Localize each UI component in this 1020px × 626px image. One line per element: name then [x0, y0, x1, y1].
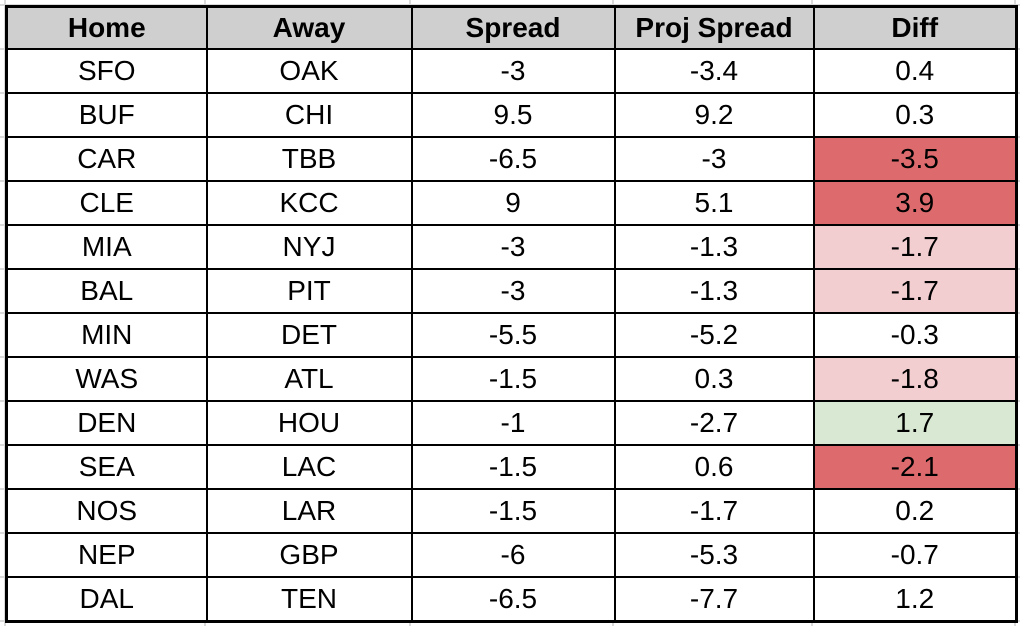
spread-cell[interactable]: -3 [410, 48, 616, 94]
away-cell[interactable]: KCC [205, 180, 413, 226]
proj-spread-cell[interactable]: -1.3 [613, 268, 815, 314]
diff-cell[interactable]: -2.1 [812, 444, 1018, 490]
col-header-proj-spread[interactable]: Proj Spread [613, 5, 815, 50]
away-cell[interactable]: ATL [205, 356, 413, 402]
spread-cell[interactable]: -3 [410, 224, 616, 270]
home-cell[interactable]: CAR [5, 136, 208, 182]
table-row: SEA LAC -1.5 0.6 -2.1 [5, 444, 1018, 490]
proj-spread-cell[interactable]: -7.7 [613, 576, 815, 623]
away-cell[interactable]: LAC [205, 444, 413, 490]
header-row: Home Away Spread Proj Spread Diff [5, 5, 1018, 50]
diff-cell[interactable]: -1.7 [812, 268, 1018, 314]
table-row: CAR TBB -6.5 -3 -3.5 [5, 136, 1018, 182]
table-row: DEN HOU -1 -2.7 1.7 [5, 400, 1018, 446]
spread-cell[interactable]: 9 [410, 180, 616, 226]
away-cell[interactable]: GBP [205, 532, 413, 578]
spread-cell[interactable]: -5.5 [410, 312, 616, 358]
table-row: NOS LAR -1.5 -1.7 0.2 [5, 488, 1018, 534]
spread-cell[interactable]: -1.5 [410, 444, 616, 490]
spread-table: Home Away Spread Proj Spread Diff SFO OAK… [5, 5, 1018, 623]
home-cell[interactable]: MIA [5, 224, 208, 270]
home-cell[interactable]: DEN [5, 400, 208, 446]
table-row: MIA NYJ -3 -1.3 -1.7 [5, 224, 1018, 270]
home-cell[interactable]: SEA [5, 444, 208, 490]
away-cell[interactable]: CHI [205, 92, 413, 138]
away-cell[interactable]: HOU [205, 400, 413, 446]
home-cell[interactable]: MIN [5, 312, 208, 358]
proj-spread-cell[interactable]: -5.3 [613, 532, 815, 578]
home-cell[interactable]: SFO [5, 48, 208, 94]
home-cell[interactable]: CLE [5, 180, 208, 226]
spread-cell[interactable]: -1.5 [410, 356, 616, 402]
spread-cell[interactable]: -6 [410, 532, 616, 578]
home-cell[interactable]: WAS [5, 356, 208, 402]
spread-cell[interactable]: -1 [410, 400, 616, 446]
proj-spread-cell[interactable]: 5.1 [613, 180, 815, 226]
away-cell[interactable]: TBB [205, 136, 413, 182]
col-header-spread[interactable]: Spread [410, 5, 616, 50]
away-cell[interactable]: OAK [205, 48, 413, 94]
home-cell[interactable]: BAL [5, 268, 208, 314]
proj-spread-cell[interactable]: -2.7 [613, 400, 815, 446]
table-row: BAL PIT -3 -1.3 -1.7 [5, 268, 1018, 314]
table-row: BUF CHI 9.5 9.2 0.3 [5, 92, 1018, 138]
spread-cell[interactable]: -3 [410, 268, 616, 314]
away-cell[interactable]: TEN [205, 576, 413, 623]
home-cell[interactable]: NOS [5, 488, 208, 534]
diff-cell[interactable]: -0.3 [812, 312, 1018, 358]
diff-cell[interactable]: -1.8 [812, 356, 1018, 402]
spread-cell[interactable]: -6.5 [410, 576, 616, 623]
proj-spread-cell[interactable]: 9.2 [613, 92, 815, 138]
away-cell[interactable]: LAR [205, 488, 413, 534]
proj-spread-cell[interactable]: -1.7 [613, 488, 815, 534]
proj-spread-cell[interactable]: -5.2 [613, 312, 815, 358]
spread-cell[interactable]: -1.5 [410, 488, 616, 534]
proj-spread-cell[interactable]: 0.6 [613, 444, 815, 490]
table-row: CLE KCC 9 5.1 3.9 [5, 180, 1018, 226]
proj-spread-cell[interactable]: -3 [613, 136, 815, 182]
col-header-away[interactable]: Away [205, 5, 413, 50]
diff-cell[interactable]: 1.2 [812, 576, 1018, 623]
away-cell[interactable]: PIT [205, 268, 413, 314]
col-header-diff[interactable]: Diff [812, 5, 1018, 50]
diff-cell[interactable]: 0.4 [812, 48, 1018, 94]
away-cell[interactable]: DET [205, 312, 413, 358]
table-body: SFO OAK -3 -3.4 0.4 BUF CHI 9.5 9.2 0.3 CAR TBB -6.5… [5, 48, 1018, 623]
proj-spread-cell[interactable]: 0.3 [613, 356, 815, 402]
table-row: WAS ATL -1.5 0.3 -1.8 [5, 356, 1018, 402]
diff-cell[interactable]: -1.7 [812, 224, 1018, 270]
diff-cell[interactable]: -3.5 [812, 136, 1018, 182]
col-header-home[interactable]: Home [5, 5, 208, 50]
proj-spread-cell[interactable]: -3.4 [613, 48, 815, 94]
spread-cell[interactable]: 9.5 [410, 92, 616, 138]
table-row: NEP GBP -6 -5.3 -0.7 [5, 532, 1018, 578]
proj-spread-cell[interactable]: -1.3 [613, 224, 815, 270]
table-row: SFO OAK -3 -3.4 0.4 [5, 48, 1018, 94]
home-cell[interactable]: DAL [5, 576, 208, 623]
home-cell[interactable]: NEP [5, 532, 208, 578]
table-row: MIN DET -5.5 -5.2 -0.3 [5, 312, 1018, 358]
table-row: DAL TEN -6.5 -7.7 1.2 [5, 576, 1018, 623]
away-cell[interactable]: NYJ [205, 224, 413, 270]
diff-cell[interactable]: 0.2 [812, 488, 1018, 534]
diff-cell[interactable]: -0.7 [812, 532, 1018, 578]
diff-cell[interactable]: 1.7 [812, 400, 1018, 446]
diff-cell[interactable]: 0.3 [812, 92, 1018, 138]
home-cell[interactable]: BUF [5, 92, 208, 138]
spread-cell[interactable]: -6.5 [410, 136, 616, 182]
diff-cell[interactable]: 3.9 [812, 180, 1018, 226]
